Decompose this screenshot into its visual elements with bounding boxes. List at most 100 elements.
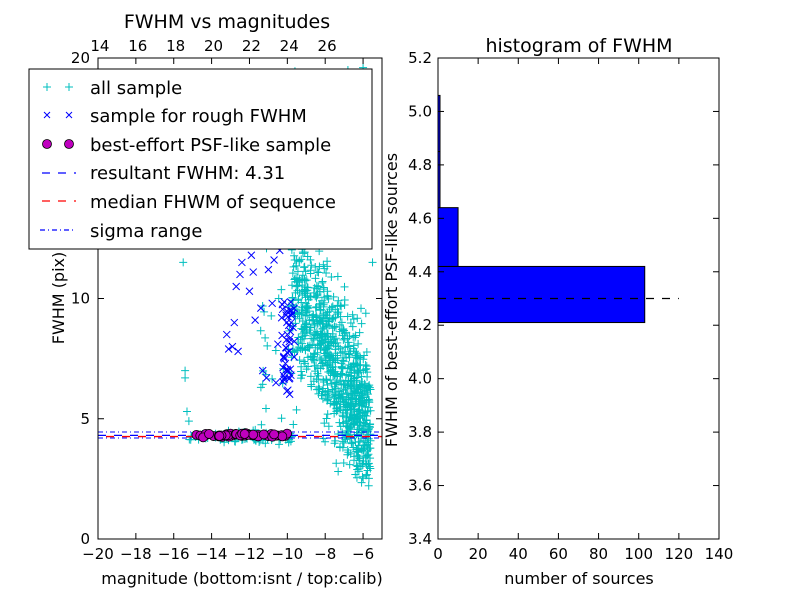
- all-sample-point: [365, 462, 374, 471]
- all-sample-point: [181, 366, 190, 375]
- rough-sample-point: [287, 371, 295, 380]
- all-sample-point: [325, 393, 334, 402]
- all-sample-point: [288, 269, 297, 278]
- all-sample-point: [298, 271, 307, 280]
- all-sample-point: [346, 422, 355, 431]
- all-sample-point: [327, 303, 336, 312]
- all-sample-point: [289, 420, 298, 429]
- all-sample-point: [361, 384, 370, 393]
- all-sample-point: [358, 377, 367, 386]
- rough-sample-point: [264, 265, 273, 274]
- all-sample-point: [334, 430, 343, 439]
- rough-sample-point: [247, 251, 256, 260]
- all-sample-point: [336, 348, 345, 357]
- histogram-y-tick-label: 3.6: [408, 477, 432, 495]
- all-sample-point: [258, 380, 267, 389]
- all-sample-point: [364, 439, 373, 448]
- rough-sample-point: [283, 366, 292, 375]
- all-sample-point: [338, 356, 347, 365]
- all-sample-point: [290, 251, 299, 260]
- all-sample-point: [179, 258, 188, 267]
- all-sample-point: [291, 274, 300, 283]
- all-sample-point: [338, 347, 347, 356]
- histogram-plot-frame: [437, 57, 720, 540]
- all-sample-point: [341, 406, 350, 415]
- rough-sample-points: [222, 234, 299, 399]
- all-sample-point: [314, 382, 323, 391]
- all-sample-point: [364, 425, 373, 434]
- scatter-top-tick-label: 26: [318, 37, 337, 55]
- all-sample-point: [327, 351, 336, 360]
- all-sample-point: [357, 478, 366, 487]
- all-sample-point: [318, 359, 327, 368]
- all-sample-point: [312, 302, 321, 311]
- all-sample-point: [365, 381, 374, 390]
- all-sample-point: [354, 339, 363, 348]
- all-sample-point: [321, 388, 330, 397]
- all-sample-point: [353, 361, 362, 370]
- all-sample-point: [312, 293, 321, 302]
- all-sample-point: [299, 249, 308, 258]
- histogram-y-axis-label: FWHM of best-effort PSF-like sources: [382, 153, 401, 447]
- all-sample-point: [260, 307, 269, 316]
- all-sample-point: [331, 369, 340, 378]
- legend-marker-rough-sample: [43, 111, 73, 119]
- all-sample-point: [368, 258, 377, 267]
- all-sample-point: [359, 366, 368, 375]
- rough-sample-point: [245, 287, 254, 296]
- all-sample-point: [346, 413, 355, 422]
- all-sample-point: [317, 336, 326, 345]
- all-sample-point: [336, 400, 345, 409]
- all-sample-point: [327, 338, 336, 347]
- all-sample-point: [267, 311, 276, 320]
- all-sample-point: [349, 332, 358, 341]
- scatter-y-tick-label: 0: [80, 530, 90, 548]
- rough-sample-point: [279, 353, 288, 362]
- all-sample-point: [358, 398, 367, 407]
- all-sample-point: [322, 414, 331, 423]
- all-sample-point: [356, 462, 365, 471]
- all-sample-point: [263, 341, 272, 350]
- all-sample-point: [292, 405, 301, 414]
- rough-sample-point: [236, 270, 244, 279]
- rough-sample-point: [283, 387, 291, 396]
- all-sample-point: [351, 470, 360, 479]
- all-sample-point: [314, 371, 323, 380]
- all-sample-point: [306, 269, 315, 278]
- all-sample-point: [340, 334, 349, 343]
- all-sample-point: [313, 364, 322, 373]
- all-sample-point: [300, 262, 309, 271]
- legend-label-median: median FHWM of sequence: [90, 192, 336, 213]
- all-sample-point: [326, 399, 335, 408]
- all-sample-point: [316, 345, 325, 354]
- legend-marker-psf-sample: [42, 139, 74, 149]
- psf-sample-point: [248, 429, 259, 440]
- all-sample-point: [301, 311, 310, 320]
- all-sample-point: [343, 342, 352, 351]
- all-sample-point: [303, 283, 312, 292]
- all-sample-point: [353, 447, 362, 456]
- all-sample-point: [343, 450, 352, 459]
- all-sample-point: [353, 354, 362, 363]
- all-sample-point: [261, 404, 270, 413]
- rough-sample-point: [272, 378, 280, 387]
- all-sample-point: [268, 374, 277, 383]
- all-sample-point: [354, 438, 363, 447]
- rough-sample-point: [230, 318, 239, 327]
- all-sample-point: [347, 393, 356, 402]
- rough-sample-point: [283, 348, 292, 357]
- all-sample-point: [346, 319, 355, 328]
- all-sample-point: [338, 370, 347, 379]
- all-sample-point: [362, 470, 371, 479]
- histogram-x-tick-label: 80: [589, 545, 608, 563]
- all-sample-point: [339, 459, 348, 468]
- rough-sample-point: [268, 299, 277, 308]
- histogram-y-tick-label: 5.2: [408, 49, 432, 67]
- all-sample-point: [348, 322, 357, 331]
- all-sample-point: [184, 417, 193, 426]
- rough-sample-point: [290, 353, 299, 361]
- all-sample-point: [366, 464, 375, 473]
- all-sample-point: [337, 302, 346, 311]
